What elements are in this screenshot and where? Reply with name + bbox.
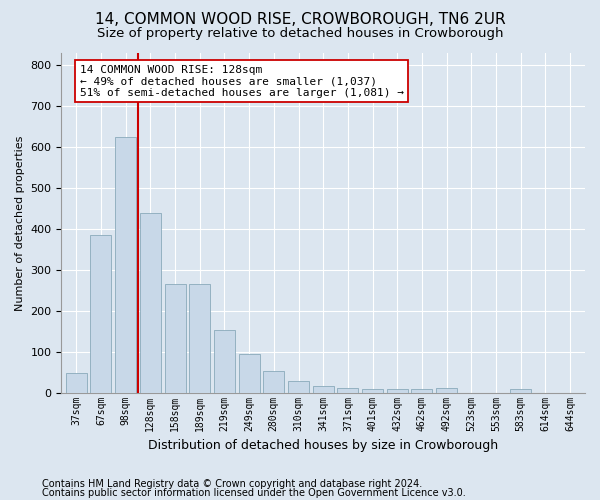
- Text: 14, COMMON WOOD RISE, CROWBOROUGH, TN6 2UR: 14, COMMON WOOD RISE, CROWBOROUGH, TN6 2…: [95, 12, 505, 28]
- Bar: [66, 374, 87, 393]
- Bar: [362, 388, 383, 393]
- Text: Contains public sector information licensed under the Open Government Licence v3: Contains public sector information licen…: [42, 488, 466, 498]
- Bar: [510, 389, 531, 393]
- Bar: [115, 136, 136, 393]
- Text: Size of property relative to detached houses in Crowborough: Size of property relative to detached ho…: [97, 28, 503, 40]
- Bar: [140, 214, 161, 393]
- Bar: [436, 388, 457, 393]
- Bar: [91, 235, 112, 393]
- Bar: [288, 381, 309, 393]
- Bar: [214, 330, 235, 393]
- Bar: [164, 284, 185, 393]
- Bar: [313, 386, 334, 393]
- Bar: [337, 388, 358, 393]
- Bar: [239, 354, 260, 393]
- Bar: [387, 388, 408, 393]
- Bar: [189, 284, 210, 393]
- Text: 14 COMMON WOOD RISE: 128sqm
← 49% of detached houses are smaller (1,037)
51% of : 14 COMMON WOOD RISE: 128sqm ← 49% of det…: [80, 65, 404, 98]
- X-axis label: Distribution of detached houses by size in Crowborough: Distribution of detached houses by size …: [148, 440, 498, 452]
- Text: Contains HM Land Registry data © Crown copyright and database right 2024.: Contains HM Land Registry data © Crown c…: [42, 479, 422, 489]
- Bar: [263, 370, 284, 393]
- Bar: [412, 388, 433, 393]
- Y-axis label: Number of detached properties: Number of detached properties: [15, 135, 25, 310]
